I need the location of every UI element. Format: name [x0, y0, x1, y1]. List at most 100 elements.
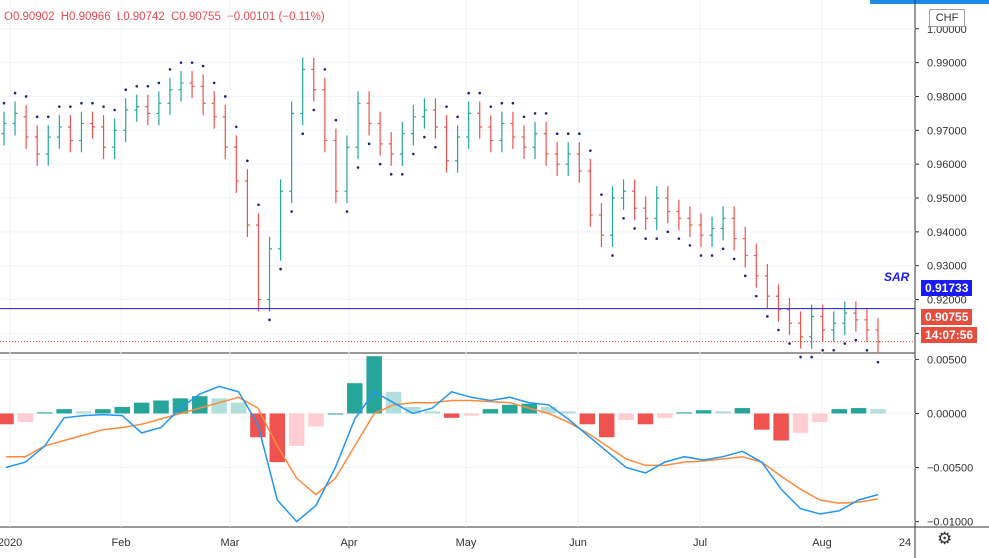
- sar-dot: [235, 125, 238, 129]
- sar-dot: [268, 318, 271, 322]
- macd-histogram-bar: [172, 398, 189, 414]
- sar-dot: [356, 166, 360, 169]
- macd-histogram-bar: [695, 410, 712, 414]
- macd-y-tick-label: 0.00500: [927, 354, 967, 366]
- y-tick-label: 0.93000: [927, 261, 967, 273]
- macd-histogram-bar: [366, 356, 382, 414]
- sar-dot: [135, 85, 139, 88]
- ohlc-close: C0.90755: [170, 11, 221, 23]
- macd-histogram-bar: [540, 406, 557, 414]
- macd-histogram-bar: [812, 413, 828, 423]
- sar-dot: [522, 115, 526, 119]
- sar-dot: [865, 349, 869, 352]
- macd-histogram-bar: [288, 413, 305, 446]
- macd-histogram-bar: [269, 413, 286, 463]
- sar-dot: [58, 105, 61, 108]
- sar-dot: [190, 61, 194, 64]
- macd-histogram-bar: [579, 413, 596, 425]
- sar-dot: [478, 91, 482, 95]
- sar-dot: [91, 101, 94, 105]
- y-tick-label: 0.94000: [927, 227, 967, 239]
- sar-dot: [511, 101, 515, 105]
- sar-dot: [423, 135, 426, 139]
- macd-y-tick-label: −0.01000: [927, 517, 973, 529]
- sar-dot: [710, 254, 714, 257]
- sar-dot: [378, 162, 382, 166]
- macd-histogram-bar: [637, 413, 654, 425]
- sar-dot: [323, 68, 327, 71]
- x-tick-label: Feb: [112, 537, 131, 549]
- sar-dot: [102, 105, 105, 108]
- sar-dot: [201, 64, 205, 68]
- sar-dot: [146, 85, 150, 88]
- y-tick-label: 0.95000: [927, 193, 967, 205]
- sar-dot: [799, 355, 802, 359]
- macd-histogram-bar: [17, 413, 34, 423]
- sar-dot: [699, 254, 703, 257]
- macd-histogram-bar: [327, 413, 344, 415]
- macd-y-tick-label: 0.00000: [927, 408, 967, 420]
- x-tick-label: 24: [899, 537, 911, 549]
- sar-dot: [821, 349, 824, 352]
- sar-dot: [113, 108, 116, 112]
- macd-histogram-bar: [347, 383, 363, 414]
- sar-dot: [157, 81, 161, 85]
- sar-dot: [876, 360, 880, 364]
- sar-dot: [544, 112, 548, 115]
- ohlc-change: −0.00101 (−0.11%): [227, 11, 325, 23]
- macd-histogram-bar: [715, 411, 731, 414]
- macd-histogram-bar: [463, 413, 479, 416]
- macd-histogram-bar: [502, 404, 518, 414]
- macd-histogram-bar: [753, 413, 770, 430]
- x-tick-label: May: [456, 537, 477, 549]
- macd-histogram-bar: [870, 409, 886, 414]
- sar-dot: [35, 115, 39, 119]
- macd-histogram-bar: [405, 406, 421, 414]
- sar-dot: [345, 210, 349, 213]
- sar-dot: [755, 294, 758, 298]
- macd-histogram-bar: [153, 400, 169, 414]
- sar-dot: [434, 145, 437, 149]
- x-tick-label: 2020: [0, 537, 22, 549]
- gear-icon[interactable]: ⚙: [937, 529, 953, 548]
- sar-dot: [334, 118, 338, 122]
- sar-dot: [389, 173, 393, 176]
- currency-badge[interactable]: CHF: [929, 9, 965, 27]
- sar-dot: [655, 237, 659, 240]
- macd-histogram-bar: [676, 412, 692, 414]
- x-tick-label: Jul: [693, 537, 707, 549]
- macd-histogram-bar: [95, 409, 111, 414]
- macd-histogram-bar: [850, 408, 867, 414]
- macd-histogram-bar: [482, 409, 499, 414]
- sar-dot: [24, 95, 28, 98]
- signal-line: [6, 396, 879, 504]
- macd-histogram-bar: [308, 413, 324, 427]
- macd-histogram-bar: [75, 411, 92, 414]
- macd-histogram-bar: [133, 402, 150, 414]
- sar-dot: [589, 149, 592, 152]
- sar-dot: [500, 101, 504, 105]
- sar-indicator-label[interactable]: SAR: [884, 270, 910, 284]
- sar-dot: [854, 338, 858, 342]
- ohlc-high: H0.90966: [60, 11, 111, 23]
- sar-dot: [445, 105, 448, 108]
- x-tick-label: Apr: [340, 537, 357, 549]
- macd-histogram-bar: [443, 413, 460, 418]
- sar-dot: [412, 152, 415, 156]
- macd-histogram-bar: [424, 411, 441, 414]
- sar-dot: [555, 132, 559, 135]
- sar-dot: [257, 203, 260, 207]
- sar-dot: [600, 193, 603, 196]
- last-price-tag: 0.90755: [921, 309, 973, 325]
- sar-dot: [644, 237, 647, 240]
- sar-dot: [766, 315, 769, 318]
- y-tick-label: 0.97000: [927, 125, 967, 137]
- sar-dot: [168, 68, 172, 71]
- sar-dot: [80, 101, 83, 105]
- x-tick-label: Aug: [812, 537, 832, 549]
- macd-histogram-bar: [734, 408, 751, 414]
- y-tick-label: 0.98000: [927, 91, 967, 103]
- x-tick-label: Mar: [221, 537, 240, 549]
- sar-dot: [69, 105, 72, 108]
